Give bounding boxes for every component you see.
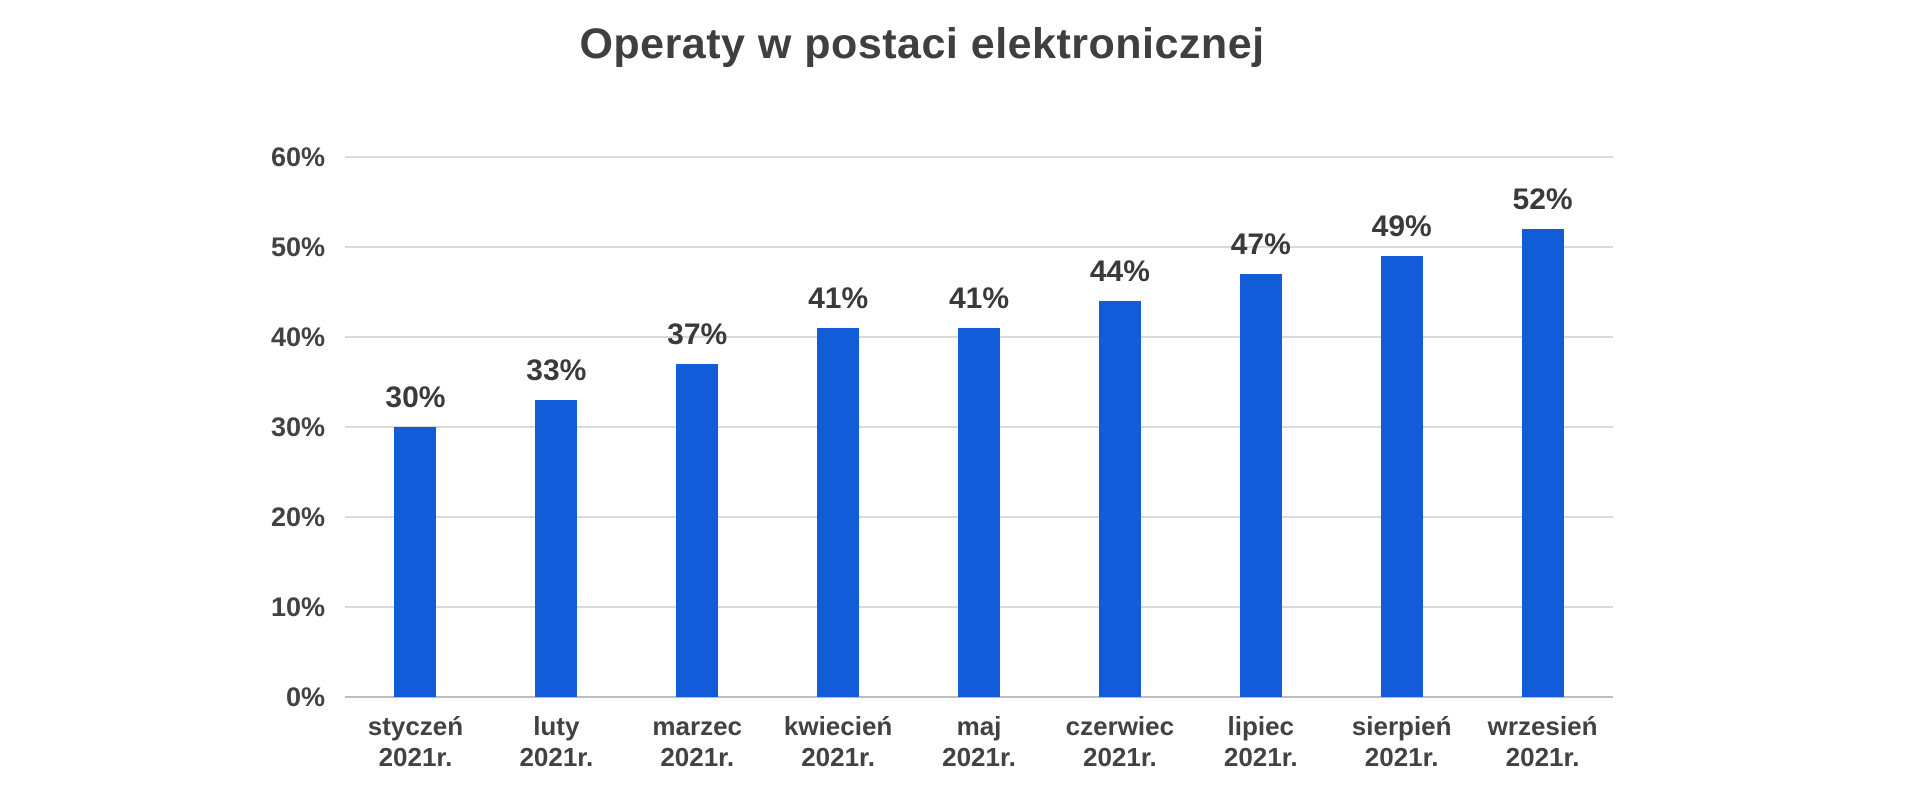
- y-axis-tick-label: 0%: [285, 682, 325, 712]
- x-axis-tick-line: 2021r.: [378, 742, 453, 772]
- bar: [1098, 301, 1141, 697]
- x-axis-tick-line: 2021r.: [519, 742, 594, 772]
- bar-value-label: 37%: [667, 318, 728, 351]
- bar-slot: 30% styczeń 2021r.: [345, 157, 486, 772]
- x-axis-tick-line: 2021r.: [942, 742, 1016, 772]
- x-axis-tick-line: styczeń: [367, 711, 464, 741]
- x-axis-tick-line: 2021r.: [1083, 742, 1157, 772]
- bar: [1521, 229, 1564, 697]
- y-axis-tick-label: 30%: [270, 412, 325, 442]
- plot-area: 0% 10% 20% 30% 40% 50% 60% 30% styczeń 2021r. 33% l…: [271, 142, 1613, 772]
- bar: [957, 328, 1000, 697]
- bar-slot: 33% luty 2021r.: [486, 157, 627, 772]
- x-axis-baseline: [345, 696, 1613, 698]
- bar: [1380, 256, 1423, 697]
- x-axis-tick-label: wrzesień 2021r.: [1463, 711, 1623, 773]
- x-axis-tick-line: 2021r.: [801, 742, 875, 772]
- bar: [676, 364, 719, 697]
- gridline: [345, 246, 1613, 248]
- bar: [394, 427, 437, 697]
- x-axis-tick-label: kwiecień 2021r.: [758, 711, 918, 773]
- bar-value-label: 41%: [808, 282, 869, 315]
- bar: [817, 328, 860, 697]
- chart-title: Operaty w postaci elektronicznej: [579, 20, 1265, 68]
- x-axis-tick-line: marzec: [652, 711, 743, 741]
- bar-slot: 52% wrzesień 2021r.: [1472, 157, 1613, 772]
- x-axis-tick-line: maj: [956, 711, 1002, 741]
- bar-value-label: 47%: [1230, 228, 1291, 261]
- bar-slot: 44% czerwiec 2021r.: [1049, 157, 1190, 772]
- bar-value-label: 30%: [385, 381, 446, 414]
- x-axis-tick-line: 2021r.: [660, 742, 735, 772]
- bar-value-label: 41%: [948, 282, 1010, 315]
- gridline: [345, 156, 1613, 158]
- y-axis-tick-label: 40%: [270, 322, 325, 352]
- x-axis-tick-line: kwiecień: [783, 711, 893, 741]
- x-axis-tick-line: 2021r.: [1505, 742, 1580, 772]
- x-axis-tick-line: wrzesień: [1487, 711, 1598, 741]
- bar-value-label: 49%: [1371, 210, 1432, 243]
- y-axis-tick-label: 10%: [270, 592, 325, 622]
- bar-slot: 41% maj 2021r.: [909, 157, 1050, 772]
- bar-slot: 41% kwiecień 2021r.: [768, 157, 909, 772]
- y-axis-tick-label: 50%: [270, 232, 325, 262]
- x-axis-tick-line: luty: [533, 711, 580, 741]
- bar-value-label: 52%: [1512, 183, 1573, 216]
- bar: [535, 400, 578, 697]
- x-axis-tick-label: sierpień 2021r.: [1322, 711, 1482, 773]
- x-axis-tick-line: sierpień: [1351, 711, 1452, 741]
- x-axis-tick-label: maj 2021r.: [899, 711, 1059, 773]
- x-axis-tick-label: marzec 2021r.: [617, 711, 777, 773]
- x-axis-tick-label: styczeń 2021r.: [335, 711, 495, 773]
- y-axis-tick-label: 20%: [270, 502, 325, 532]
- y-axis-tick-label: 60%: [270, 142, 325, 172]
- bar-slot: 47% lipiec 2021r.: [1190, 157, 1331, 772]
- x-axis-tick-line: 2021r.: [1223, 742, 1298, 772]
- bar-value-label: 44%: [1089, 255, 1150, 288]
- bar-slot: 49% sierpień 2021r.: [1331, 157, 1472, 772]
- x-axis-tick-label: lipiec 2021r.: [1181, 711, 1341, 773]
- x-axis-tick-line: lipiec: [1227, 711, 1294, 741]
- bar: [1239, 274, 1282, 697]
- x-axis-tick-label: luty 2021r.: [476, 711, 636, 773]
- x-axis-tick-label: czerwiec 2021r.: [1040, 711, 1200, 773]
- bar-value-label: 33%: [526, 354, 587, 387]
- x-axis-tick-line: 2021r.: [1364, 742, 1439, 772]
- x-axis-tick-line: czerwiec: [1065, 711, 1175, 741]
- bar-chart: Operaty w postaci elektronicznej 0% 10% 20…: [270, 20, 1613, 772]
- bar-slot: 37% marzec 2021r.: [627, 157, 768, 772]
